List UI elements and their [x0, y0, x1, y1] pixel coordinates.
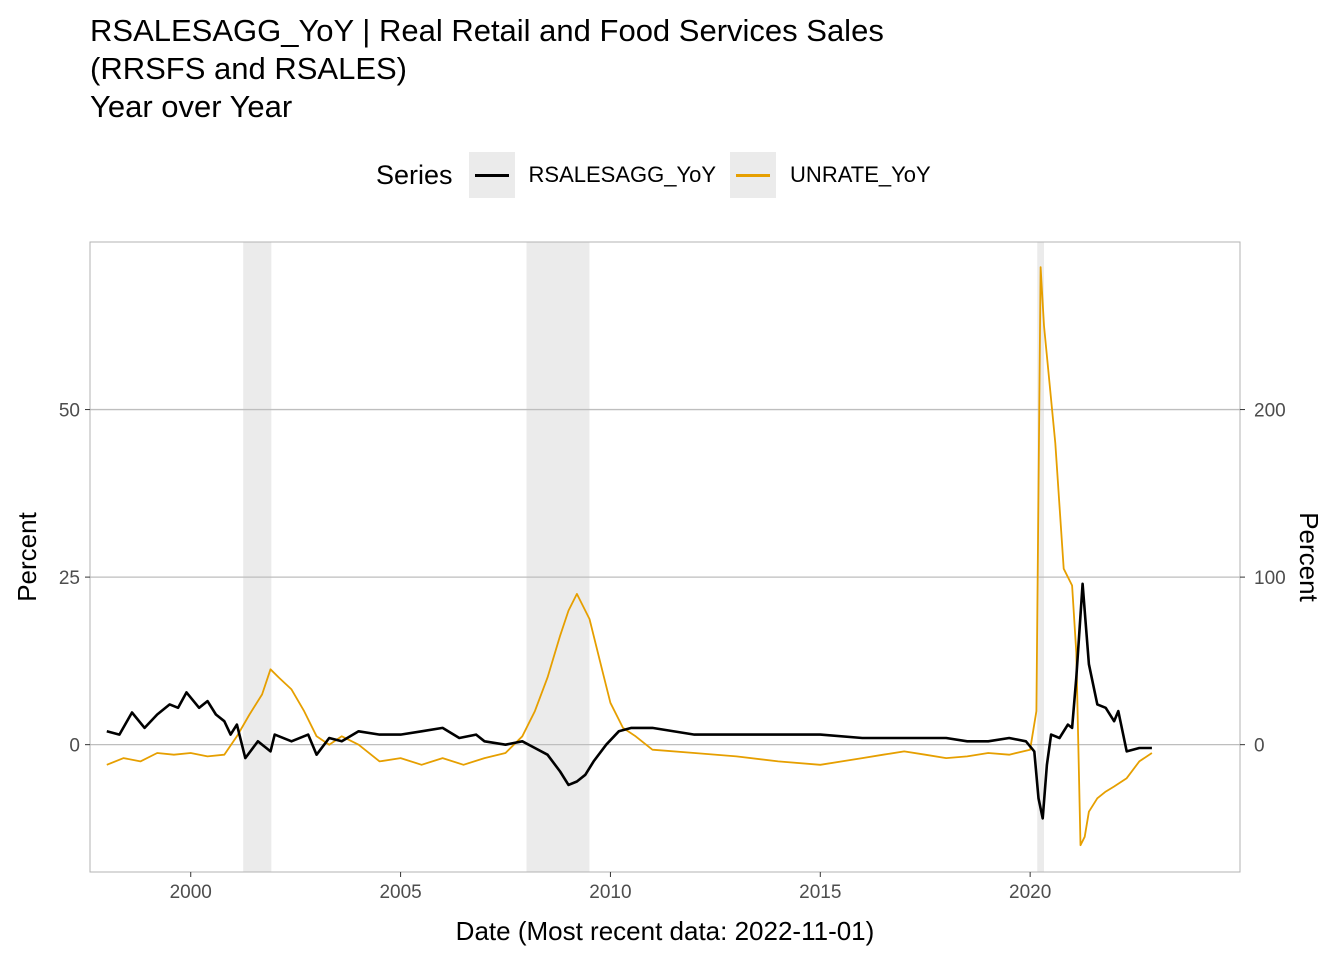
legend-item-unrate: UNRATE_YoY — [730, 152, 931, 198]
title-line-1: RSALESAGG_YoY | Real Retail and Food Ser… — [90, 13, 884, 48]
y2-tick-label-100: 100 — [1254, 568, 1286, 589]
title-line-3: Year over Year — [90, 89, 293, 124]
y-axis-title: Percent — [12, 511, 42, 601]
legend-key-unrate — [730, 152, 777, 198]
legend-label-unrate: UNRATE_YoY — [790, 162, 931, 187]
title-line-2: (RRSFS and RSALES) — [90, 51, 407, 86]
recession-band-0 — [243, 242, 272, 872]
legend-label-rsalesagg: RSALESAGG_YoY — [528, 162, 717, 187]
legend: Series RSALESAGG_YoY UNRATE_YoY — [376, 152, 945, 198]
series-line-unrate_yoy — [106, 266, 1153, 847]
x-axis-title: Date (Most recent data: 2022-11-01) — [456, 916, 875, 946]
y-tick-label-50: 50 — [59, 401, 80, 422]
legend-item-rsalesagg: RSALESAGG_YoY — [468, 152, 717, 198]
gridlines — [90, 408, 1240, 746]
x-tick-label-2010: 2010 — [589, 882, 631, 903]
legend-title: Series — [376, 159, 453, 190]
series-lines — [106, 266, 1153, 847]
y2-tick-label-0: 0 — [1254, 736, 1265, 757]
chart-title: RSALESAGG_YoY | Real Retail and Food Ser… — [90, 12, 884, 126]
recession-band-2 — [1037, 242, 1044, 872]
series-line-rsalesagg_yoy — [106, 582, 1152, 820]
y2-tick-label-200: 200 — [1254, 401, 1286, 422]
recession-bands — [243, 242, 1044, 872]
legend-key-rsalesagg — [468, 152, 515, 198]
x-tick-label-2015: 2015 — [799, 882, 841, 903]
x-tick-label-2005: 2005 — [379, 882, 421, 903]
y-tick-label-0: 0 — [69, 736, 80, 757]
y-tick-label-25: 25 — [59, 568, 80, 589]
y2-axis-title: Percent — [1294, 512, 1324, 602]
x-tick-label-2020: 2020 — [1009, 882, 1051, 903]
axes: 2000 2005 2010 2015 2020 0 25 50 0 100 200 — [59, 401, 1286, 903]
panel-border — [89, 241, 1241, 873]
x-tick-label-2000: 2000 — [170, 882, 212, 903]
